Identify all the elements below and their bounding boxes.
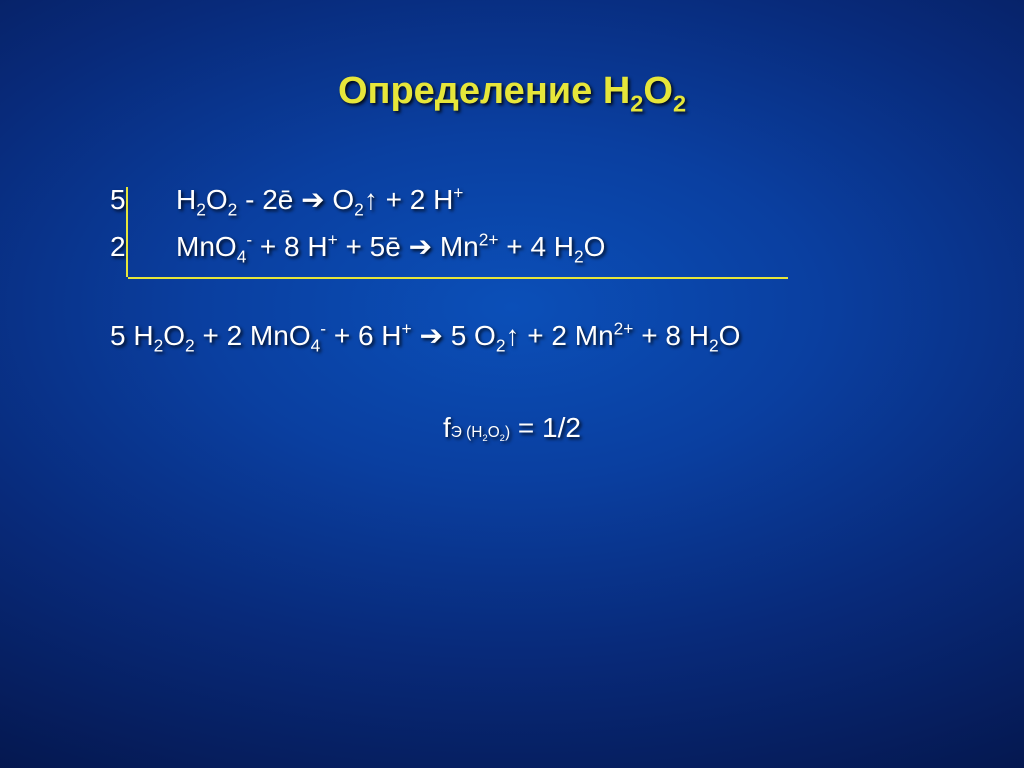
half-reaction-group: 5 H2O2 - 2ē ➔ O2↑ + 2 H+ 2 MnO4- + 8 H+ … xyxy=(110,183,964,279)
bracket-vertical-line xyxy=(126,187,128,277)
title-text-2: O xyxy=(643,70,673,112)
bracket-underline xyxy=(128,277,788,279)
equivalence-factor: fЭ (H2O2) = 1/2 xyxy=(60,412,964,444)
half-reaction-1: 5 H2O2 - 2ē ➔ O2↑ + 2 H+ xyxy=(110,183,964,216)
half2-body: MnO4- + 8 H+ + 5ē ➔ Mn2+ + 4 H2O xyxy=(164,230,605,263)
factor-f: f xyxy=(443,412,451,443)
half2-coef: 2 xyxy=(110,231,164,263)
half-reaction-2: 2 MnO4- + 8 H+ + 5ē ➔ Mn2+ + 4 H2O xyxy=(110,230,964,263)
half1-body: H2O2 - 2ē ➔ O2↑ + 2 H+ xyxy=(164,183,463,216)
factor-eq: = 1/2 xyxy=(510,412,581,443)
title-sub-2: 2 xyxy=(673,91,686,117)
overall-body: 5 H2O2 + 2 MnO4- + 6 H+ ➔ 5 O2↑ + 2 Mn2+… xyxy=(110,319,740,352)
half1-coef: 5 xyxy=(110,184,164,216)
title-text-1: Определение H xyxy=(338,70,630,112)
title-sub-1: 2 xyxy=(630,91,643,117)
factor-sub: Э (H2O2) xyxy=(451,424,510,441)
overall-reaction: 5 H2O2 + 2 MnO4- + 6 H+ ➔ 5 O2↑ + 2 Mn2+… xyxy=(110,319,964,352)
page-title: Определение H2O2 xyxy=(60,70,964,113)
